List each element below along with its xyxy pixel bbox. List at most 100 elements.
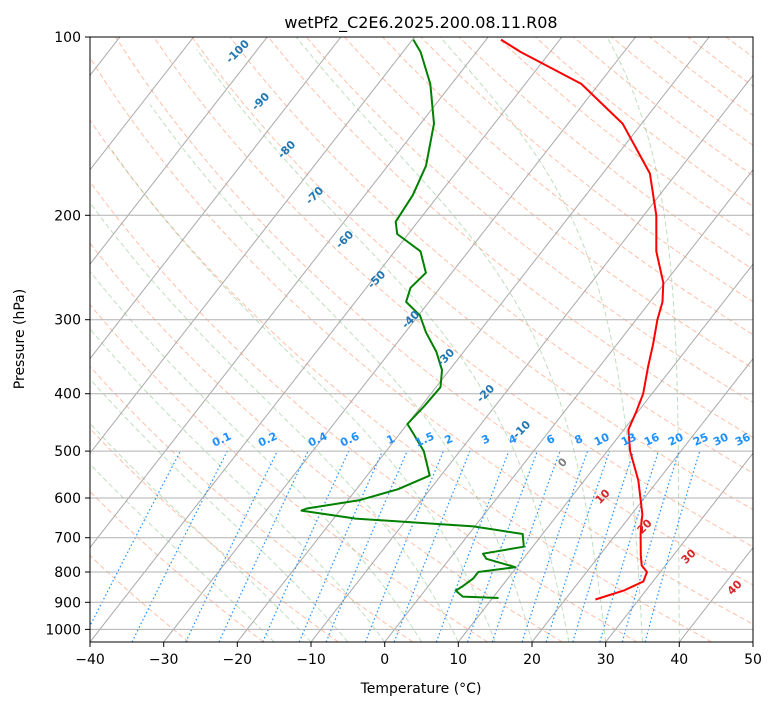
x-axis: −40 −30 −20 −10 0 10 20 30 40 50: [75, 642, 762, 668]
dry-adiabat: [153, 37, 753, 548]
dry-adiabat: [90, 242, 563, 642]
mixing-ratio-line: [545, 450, 611, 642]
dry-adiabat: [496, 37, 753, 239]
dry-adiabat: [90, 365, 414, 642]
isotherm-line: [90, 37, 415, 454]
dry-adiabat-label: -40: [399, 308, 422, 331]
isotherm-line: [90, 37, 342, 360]
x-tick-label: 10: [449, 652, 467, 668]
dry-adiabat: [305, 37, 753, 403]
x-tick-label: 40: [670, 652, 688, 668]
dry-adiabat-label: -90: [249, 90, 272, 113]
dry-adiabat-label: 20: [635, 516, 655, 536]
mixing-ratio-label: 25: [691, 430, 710, 448]
mixing-ratio-label: 16: [642, 430, 662, 448]
dry-adiabat: [229, 37, 753, 474]
dry-adiabat: [764, 37, 775, 642]
x-tick-label: 20: [523, 652, 541, 668]
mixing-ratio-line: [218, 450, 309, 642]
x-tick-label: −10: [296, 652, 326, 668]
mixing-ratio-line: [262, 450, 350, 642]
dry-adiabat: [90, 119, 712, 642]
x-tick-label: 30: [597, 652, 615, 668]
dry-adiabat: [344, 37, 753, 369]
dry-adiabat-label: -50: [365, 268, 388, 291]
mixing-ratio-line: [393, 450, 471, 642]
chart-title: wetPf2_C2E6.2025.200.08.11.R08: [284, 13, 557, 33]
dry-adiabat: [458, 37, 753, 271]
dry-adiabat: [687, 37, 753, 87]
moist-adiabat: [90, 378, 349, 642]
dry-adiabat-label: -30: [434, 346, 457, 369]
x-tick-label: 50: [744, 652, 762, 668]
mixing-ratio-label: 0.2: [256, 430, 279, 450]
y-tick-label: 700: [54, 531, 81, 547]
isotherm-line: [236, 37, 710, 642]
mixing-ratio-label: 6: [545, 432, 558, 447]
dewpoint-line: [300, 39, 525, 599]
y-tick-label: 800: [54, 565, 81, 581]
y-tick-label: 400: [54, 387, 81, 403]
dry-adiabat: [115, 37, 753, 586]
isotherm-line: [457, 263, 753, 642]
moist-adiabat: [149, 104, 533, 642]
x-tick-label: 0: [380, 652, 389, 668]
mixing-ratio-label: 20: [666, 430, 686, 448]
dry-adiabat: [90, 56, 753, 625]
mixing-ratio-label: 36: [733, 430, 753, 448]
dry-adiabat: [90, 181, 638, 642]
isotherm-line: [531, 357, 753, 642]
mixing-ratio-line: [298, 450, 384, 642]
moist-adiabat: [90, 328, 386, 642]
x-tick-label: −20: [223, 652, 253, 668]
mixing-ratio-line: [644, 450, 701, 642]
mixing-ratio-label: 10: [592, 430, 612, 448]
mixing-ratio-label: 8: [573, 432, 585, 447]
y-axis: 100 200 300 400 500 600 700 800 900 1000: [45, 30, 90, 638]
dry-adiabat: [90, 303, 488, 642]
isotherm-line: [163, 37, 636, 642]
y-tick-label: 300: [54, 313, 81, 329]
dry-adiabat: [534, 37, 753, 207]
y-axis-label: Pressure (hPa): [12, 289, 28, 389]
moist-adiabat: [90, 463, 275, 642]
isotherm-line: [90, 37, 563, 642]
dry-adiabat: [382, 37, 753, 336]
isotherm-line: [90, 37, 489, 549]
mixing-ratio-line: [521, 450, 589, 642]
series-layer: [300, 38, 665, 601]
dry-adiabat-label: -20: [474, 382, 497, 405]
temperature-line: [500, 38, 665, 601]
dry-adiabat: [573, 37, 753, 177]
y-tick-label: 200: [54, 208, 81, 224]
mixing-ratio-label: 3: [480, 432, 492, 447]
dry-adiabat: [420, 37, 753, 303]
moist-adiabat: [196, 49, 570, 642]
mixing-ratio-line: [131, 450, 228, 642]
dry-adiabat: [90, 490, 264, 642]
isotherm-line: [384, 169, 753, 642]
mixing-ratio-line: [435, 450, 510, 642]
mixing-ratio-line: [572, 450, 635, 642]
mixing-ratio-line: [364, 450, 444, 642]
mixing-ratio-label: 13: [619, 430, 638, 448]
plot-frame: [89, 36, 754, 643]
mixing-ratio-line: [599, 450, 660, 642]
isotherm-line: [310, 74, 753, 642]
y-tick-label: 900: [54, 595, 81, 611]
y-tick-label: 600: [54, 491, 81, 507]
isotherm-line: [752, 641, 753, 642]
moist-adiabat: [606, 37, 680, 642]
mixing-ratio-line: [466, 450, 538, 642]
dry-adiabat-label: 0: [555, 455, 570, 470]
mixing-ratio-label: 1.5: [413, 430, 436, 450]
moist-adiabat: [90, 422, 312, 642]
dry-adiabat-label: -70: [303, 184, 326, 207]
line-labels: -100-90-80-70-60-50-40-30-20-10010203040…: [210, 37, 753, 598]
y-tick-label: 1000: [45, 622, 81, 638]
mixing-ratio-line: [90, 450, 181, 628]
isotherm-line: [90, 37, 268, 265]
mixing-ratio-line: [491, 450, 561, 642]
x-tick-label: −30: [149, 652, 179, 668]
